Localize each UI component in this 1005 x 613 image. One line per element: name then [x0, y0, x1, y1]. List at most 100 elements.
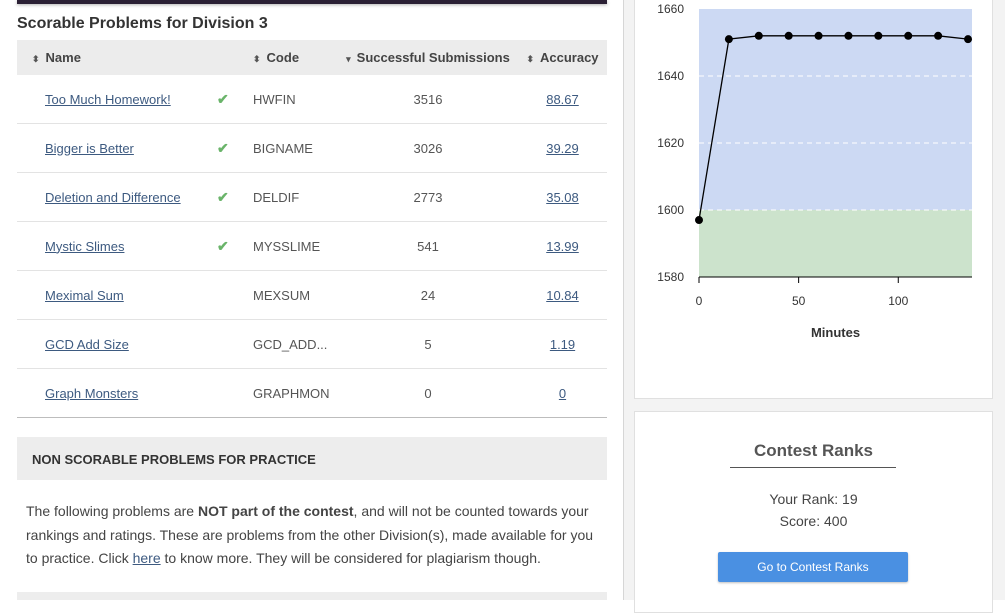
x-tick-label: 50	[792, 294, 806, 308]
rating-point	[754, 31, 763, 40]
status-cell: ✔	[217, 172, 253, 222]
successful-count: 24	[338, 270, 518, 320]
title-underline	[730, 467, 896, 468]
successful-count: 3516	[338, 75, 518, 124]
sort-icon: ⬍	[32, 54, 40, 64]
rating-point	[784, 31, 793, 40]
rating-point	[814, 31, 823, 40]
y-tick-label: 1620	[657, 136, 684, 150]
rating-line	[698, 35, 969, 221]
y-tick-label: 1660	[657, 2, 684, 16]
problems-table: ⬍ Name ⬍ Code ▾ Successful Submissions ⬍ Acc…	[17, 40, 607, 418]
contest-ranks-title: Contest Ranks	[753, 441, 874, 460]
status-cell	[217, 319, 253, 369]
status-cell	[217, 270, 253, 320]
problem-name-cell: Mystic Slimes	[17, 221, 217, 271]
table-row: Graph Monsters GRAPHMON 0 0	[17, 368, 607, 418]
col-accuracy-header[interactable]: ⬍ Accuracy	[518, 40, 607, 75]
y-tick-label: 1640	[657, 69, 684, 83]
rating-point	[724, 35, 733, 44]
problems-panel: Scorable Problems for Division 3 ⬍ Name ⬍…	[17, 0, 624, 600]
problem-link[interactable]: Mystic Slimes	[45, 238, 125, 254]
solved-check-icon: ✔	[217, 90, 229, 107]
problem-link[interactable]: Deletion and Difference	[45, 189, 181, 205]
accuracy-cell: 88.67	[518, 75, 607, 124]
rating-point	[964, 35, 973, 44]
table-row: Bigger is Better ✔ BIGNAME 3026 39.29	[17, 123, 607, 173]
accuracy-cell: 10.84	[518, 270, 607, 320]
col-status-header	[217, 40, 253, 75]
y-tick-label: 1580	[657, 270, 684, 284]
successful-count: 0	[338, 368, 518, 418]
solved-check-icon: ✔	[217, 139, 229, 156]
your-rank: Your Rank: 19	[769, 491, 858, 507]
accuracy-cell: 39.29	[518, 123, 607, 173]
rating-point	[844, 31, 853, 40]
rating-point	[904, 31, 913, 40]
problem-link[interactable]: Meximal Sum	[45, 287, 124, 303]
accuracy-link[interactable]: 0	[558, 385, 567, 401]
rating-band	[699, 210, 972, 277]
problem-name-cell: Deletion and Difference	[17, 172, 217, 222]
successful-count: 5	[338, 319, 518, 369]
problem-link[interactable]: GCD Add Size	[45, 336, 129, 352]
problem-code: HWFIN	[253, 75, 338, 124]
accuracy-link[interactable]: 39.29	[546, 140, 579, 156]
solved-check-icon: ✔	[217, 188, 229, 205]
table-row: Meximal Sum MEXSUM 24 10.84	[17, 270, 607, 320]
problem-name-cell: Graph Monsters	[17, 368, 217, 418]
accuracy-cell: 13.99	[518, 221, 607, 271]
accuracy-link[interactable]: 10.84	[546, 287, 579, 303]
here-link[interactable]: here	[132, 550, 161, 566]
score: Score: 400	[779, 513, 848, 529]
table-row: GCD Add Size GCD_ADD... 5 1.19	[17, 319, 607, 369]
problem-name-cell: Too Much Homework!	[17, 75, 217, 124]
x-tick-label: 100	[888, 294, 908, 308]
practice-table-header	[17, 592, 607, 600]
problem-link[interactable]: Bigger is Better	[45, 140, 134, 156]
problem-code: MYSSLIME	[253, 221, 338, 271]
non-scorable-header: NON SCORABLE PROBLEMS FOR PRACTICE	[17, 437, 607, 480]
status-cell: ✔	[217, 123, 253, 173]
x-tick-label: 0	[696, 294, 703, 308]
rating-band	[699, 9, 972, 210]
rating-point	[695, 216, 703, 225]
status-cell	[217, 368, 253, 418]
accuracy-cell: 1.19	[518, 319, 607, 369]
rating-point	[874, 31, 883, 40]
table-header-row: ⬍ Name ⬍ Code ▾ Successful Submissions ⬍ Acc…	[17, 40, 607, 75]
status-cell: ✔	[217, 75, 253, 124]
accuracy-link[interactable]: 88.67	[546, 91, 579, 107]
problem-code: GRAPHMON	[253, 368, 338, 418]
successful-count: 541	[338, 221, 518, 271]
successful-count: 2773	[338, 172, 518, 222]
sort-desc-icon: ▾	[346, 54, 351, 64]
table-row: Too Much Homework! ✔ HWFIN 3516 88.67	[17, 75, 607, 124]
problem-name-cell: GCD Add Size	[17, 319, 217, 369]
non-scorable-title: NON SCORABLE PROBLEMS FOR PRACTICE	[32, 452, 316, 467]
rating-chart: 1580 1600 1620 1640 1660 0 50 100 Minutes	[657, 2, 973, 340]
col-name-header[interactable]: ⬍ Name	[17, 40, 217, 75]
sort-icon: ⬍	[526, 54, 534, 64]
problem-link[interactable]: Too Much Homework!	[45, 91, 171, 107]
go-to-contest-ranks-button[interactable]: Go to Contest Ranks	[718, 552, 908, 582]
col-successful-header[interactable]: ▾ Successful Submissions	[338, 40, 518, 75]
table-row: Mystic Slimes ✔ MYSSLIME 541 13.99	[17, 221, 607, 271]
col-code-header[interactable]: ⬍ Code	[253, 40, 338, 75]
problem-code: BIGNAME	[253, 123, 338, 173]
sort-icon: ⬍	[253, 54, 261, 64]
scorable-title: Scorable Problems for Division 3	[17, 15, 268, 32]
problem-code: DELDIF	[253, 172, 338, 222]
problem-link[interactable]: Graph Monsters	[45, 385, 139, 401]
status-cell: ✔	[217, 221, 253, 271]
non-scorable-description: The following problems are NOT part of t…	[26, 503, 594, 566]
accuracy-link[interactable]: 35.08	[546, 189, 579, 205]
accuracy-link[interactable]: 1.19	[549, 336, 576, 352]
accuracy-cell: 0	[518, 368, 607, 418]
rating-chart-card: 1580 1600 1620 1640 1660 0 50 100 Minutes	[634, 0, 993, 399]
table-row: Deletion and Difference ✔ DELDIF 2773 35.08	[17, 172, 607, 222]
accuracy-link[interactable]: 13.99	[546, 238, 579, 254]
rating-point	[934, 31, 943, 40]
problem-code: GCD_ADD...	[253, 319, 338, 369]
problem-name-cell: Meximal Sum	[17, 270, 217, 320]
